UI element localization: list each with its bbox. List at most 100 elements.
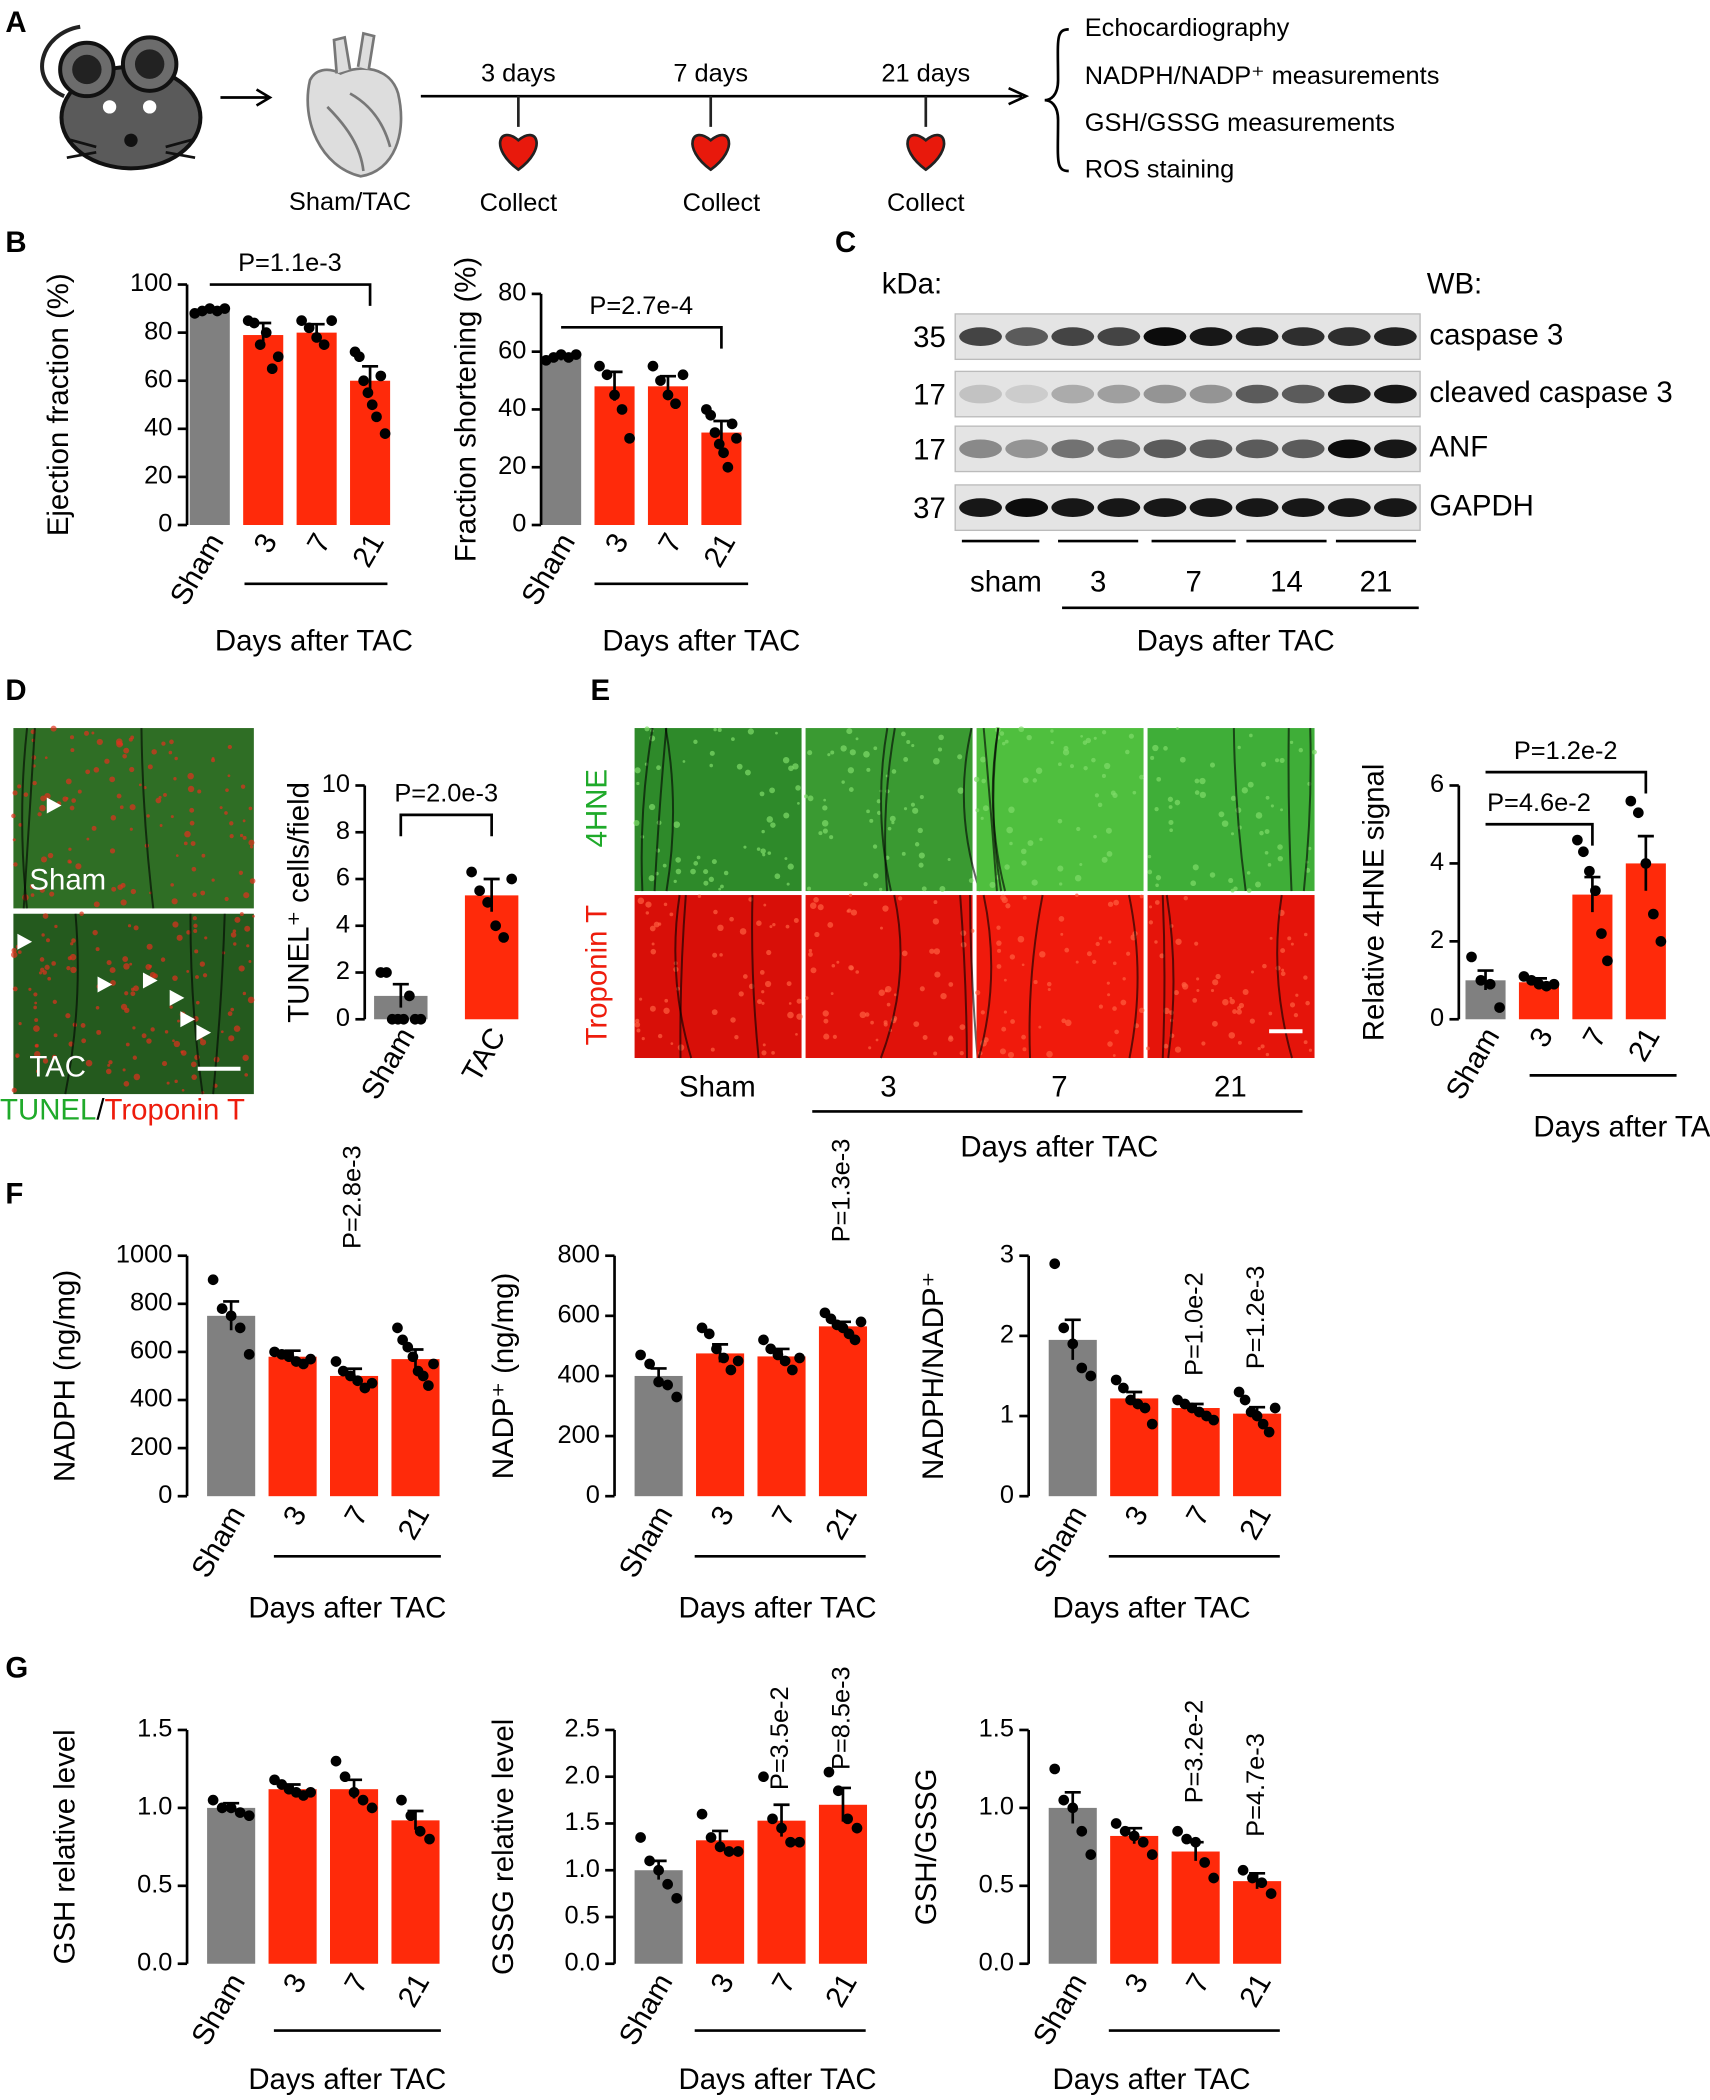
micro-speck [38, 971, 43, 975]
micro-speck [1290, 942, 1294, 946]
micro-speck [124, 1007, 130, 1014]
micro-speck [129, 962, 133, 966]
data-point [305, 1353, 316, 1365]
micro-fiber [674, 894, 693, 1059]
y-tick-label: 0.5 [565, 1902, 600, 1930]
micro-speck [141, 1033, 147, 1039]
micro-speck [1236, 1009, 1242, 1015]
micro-speck [1249, 1018, 1256, 1024]
micro-speck [194, 949, 199, 954]
micro-speck [831, 963, 836, 968]
data-point [243, 1810, 255, 1822]
x-axis-label: Days after TAC [1053, 1591, 1251, 1624]
data-point [624, 432, 635, 444]
y-tick-label: 400 [558, 1361, 600, 1389]
micro-speck [1046, 1050, 1053, 1058]
data-point [1596, 928, 1607, 939]
micro-speck [75, 863, 82, 870]
micro-speck [176, 934, 183, 941]
micro-speck [884, 989, 888, 993]
micro-speck [673, 821, 681, 828]
blot-band [1281, 384, 1325, 404]
data-point [1578, 846, 1589, 858]
micro-speck [132, 1026, 136, 1030]
micro-speck [664, 998, 669, 1003]
micro-speck [840, 745, 847, 752]
measurement: Echocardiography [1085, 14, 1290, 42]
micro-speck [158, 795, 162, 799]
data-point [1548, 978, 1560, 990]
micro-speck [763, 903, 767, 907]
y-tick-label: 2.0 [565, 1761, 600, 1789]
micro-speck [796, 998, 802, 1004]
micro-speck [1241, 787, 1248, 794]
micro-speck [184, 830, 191, 838]
micro-speck [33, 1005, 37, 1010]
micro-speck [1112, 1054, 1116, 1057]
micro-fiber [1287, 728, 1293, 892]
micro-speck [170, 883, 174, 887]
blot-band [1281, 327, 1325, 346]
data-point [1110, 1818, 1122, 1829]
y-axis-label: GSH/GSSG [910, 1768, 943, 1925]
data-point [616, 404, 628, 415]
micro-fiber [679, 894, 687, 1059]
micro-speck [1147, 869, 1153, 875]
micro-speck [1279, 757, 1285, 763]
p-value: P=1.3e-3 [828, 1139, 856, 1243]
y-tick-label: 1.0 [137, 1793, 172, 1821]
micro-speck [786, 981, 792, 987]
micro-speck [1050, 740, 1054, 745]
micro-speck [981, 778, 986, 784]
micro-speck [1169, 828, 1173, 833]
band-name: caspase 3 [1429, 318, 1563, 351]
data-point [348, 1786, 360, 1798]
p-value: P=2.7e-4 [589, 292, 693, 320]
data-point [722, 461, 734, 473]
micro-speck [810, 967, 817, 974]
micro-speck [742, 974, 748, 979]
micro-speck [1050, 729, 1054, 733]
micro-speck [146, 1038, 152, 1044]
y-axis-label: Relative 4HNE signal [1358, 764, 1391, 1042]
bar [1171, 1851, 1220, 1964]
micro-speck [807, 750, 813, 756]
data-point [243, 1348, 255, 1360]
micro-speck [1075, 893, 1079, 897]
micro-speck [663, 902, 668, 907]
blot-band [1373, 327, 1417, 346]
micro-speck [243, 892, 250, 899]
micro-fiber [1232, 728, 1247, 892]
micro-speck [230, 1007, 235, 1012]
x-axis-label: Days after TAC [1053, 2063, 1251, 2096]
micro-speck [197, 789, 202, 794]
micro-speck [91, 731, 95, 735]
micro-speck [1289, 1002, 1296, 1008]
x-axis-label: Days after TAC [1533, 1111, 1710, 1144]
micro-speck [1079, 863, 1083, 867]
data-point [1640, 858, 1652, 869]
column-label: Sham [679, 1071, 756, 1104]
micro-speck [918, 852, 925, 859]
micro-speck [767, 851, 772, 855]
micro-speck [823, 798, 827, 802]
y-tick-label: 0 [158, 510, 172, 538]
micro-speck [1106, 981, 1110, 985]
micro-speck [1101, 856, 1108, 863]
y-tick-label: 1.0 [565, 1855, 600, 1883]
y-tick-label: 4 [1430, 848, 1444, 876]
micro-speck [1128, 733, 1134, 739]
micro-speck [1046, 981, 1052, 987]
micro-speck [132, 1055, 138, 1060]
micro-speck [784, 857, 788, 861]
micro-speck [155, 797, 162, 804]
micro-speck [879, 926, 883, 930]
micro-speck [756, 920, 762, 926]
data-point [1233, 1386, 1245, 1398]
micro-speck [164, 1030, 169, 1034]
micro-speck [827, 922, 834, 928]
data-point [714, 1841, 726, 1853]
data-point [1118, 1382, 1129, 1394]
blot-band [959, 327, 1002, 346]
data-point [1572, 834, 1583, 846]
